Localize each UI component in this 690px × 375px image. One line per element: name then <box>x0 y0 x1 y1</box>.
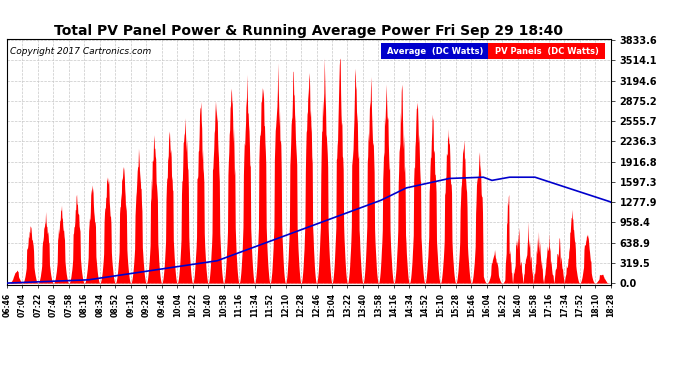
Title: Total PV Panel Power & Running Average Power Fri Sep 29 18:40: Total PV Panel Power & Running Average P… <box>55 24 563 38</box>
Text: Copyright 2017 Cartronics.com: Copyright 2017 Cartronics.com <box>10 47 151 56</box>
